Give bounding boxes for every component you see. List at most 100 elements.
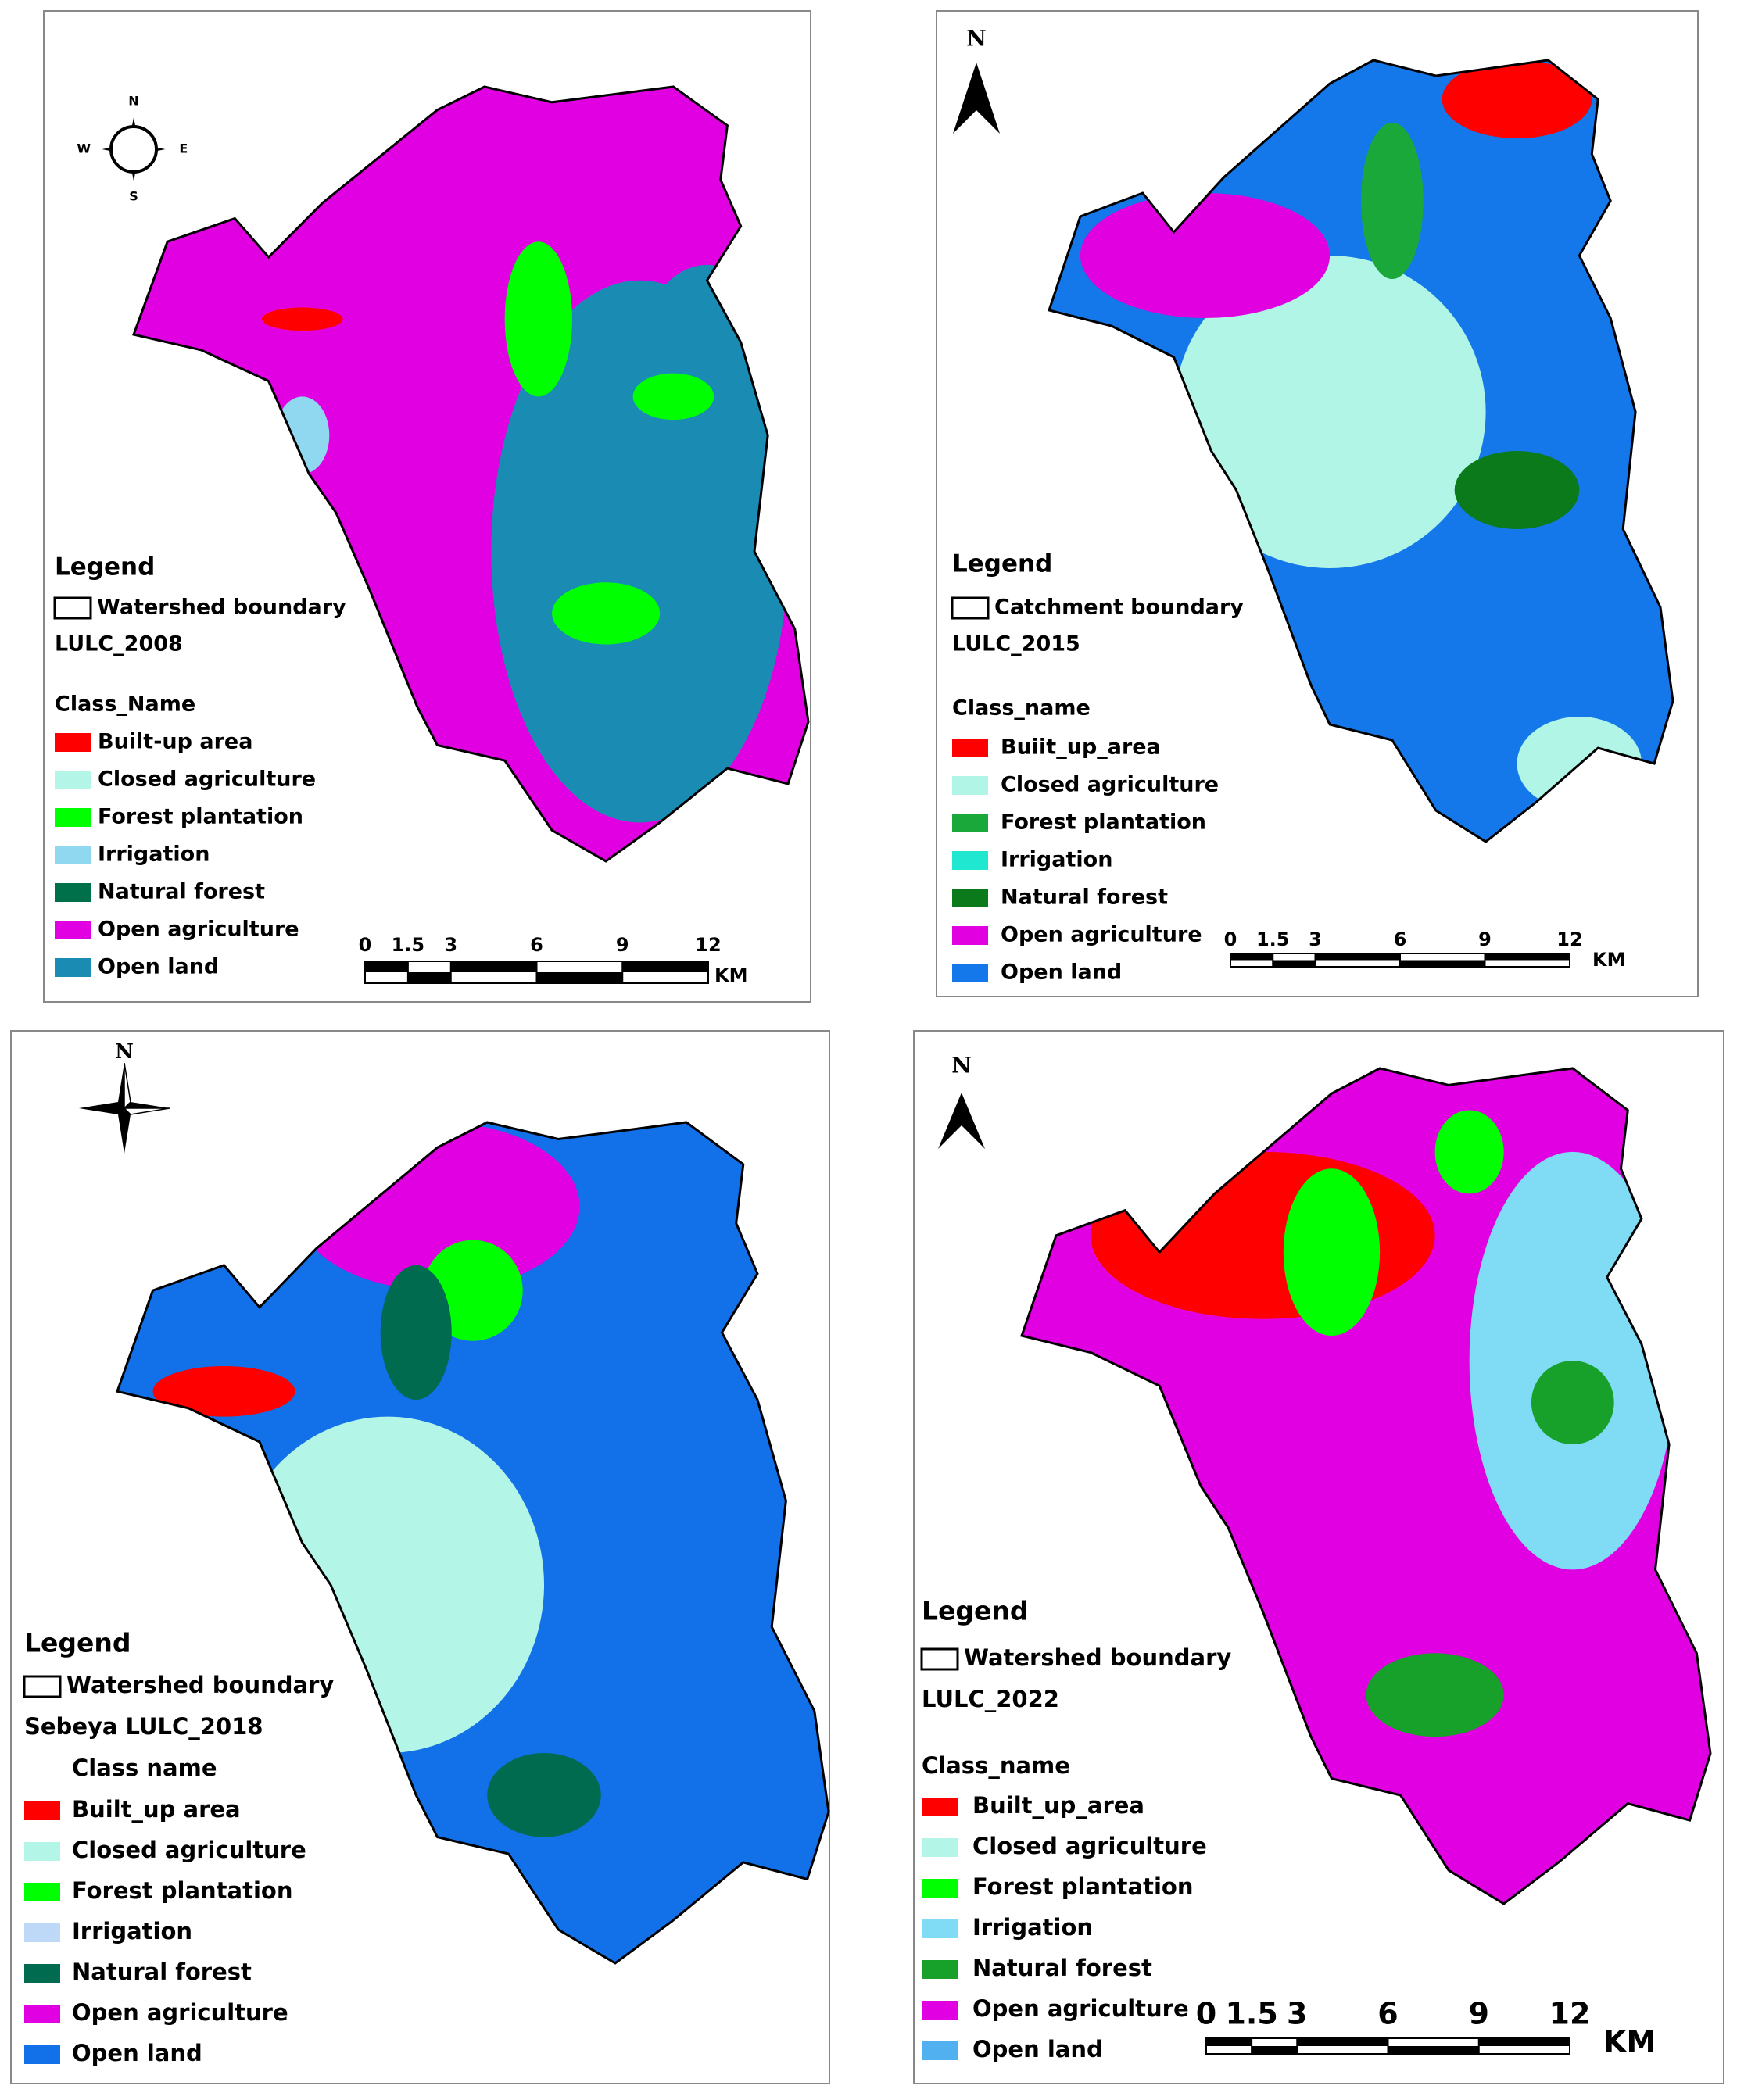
legend-swatch	[952, 739, 988, 757]
legend-label: Forest plantation	[972, 1873, 1193, 1900]
scale-bar-segment	[1273, 960, 1316, 967]
legend-title: Legend	[24, 1628, 131, 1658]
legend-label: Open land	[972, 2036, 1103, 2062]
scale-tick-label: 9	[1478, 928, 1492, 950]
legend-label: Natural forest	[972, 1955, 1152, 1981]
map-panel: Legend Watershed boundary LULC_2008 Class_N…	[43, 10, 811, 1003]
legend-swatch	[952, 926, 988, 945]
legend-label: Open agriculture	[972, 1995, 1189, 2022]
legend-title: Legend	[55, 553, 155, 581]
legend-label: Forest plantation	[72, 1877, 292, 1904]
legend-swatch	[55, 921, 91, 939]
legend-label: Open land	[98, 955, 219, 979]
compass-ring	[109, 125, 158, 174]
land-cover-patch	[1434, 1110, 1504, 1194]
scale-tick-label: 6	[530, 934, 543, 956]
map-panel: Legend Watershed boundary Sebeya LULC_2018…	[10, 1030, 830, 2084]
legend-swatch	[952, 814, 988, 832]
north-arrow	[938, 1093, 985, 1149]
legend-label: Closed agriculture	[72, 1837, 306, 1863]
legend-swatch	[55, 771, 91, 789]
legend-label: Open agriculture	[1001, 923, 1202, 947]
scale-bar-segment	[1230, 953, 1273, 961]
legend-swatch	[952, 776, 988, 795]
layer-label: LULC_2022	[922, 1686, 1059, 1712]
legend-label: Open land	[72, 2040, 202, 2066]
boundary-swatch	[951, 596, 990, 620]
class-header: Class_name	[952, 696, 1091, 721]
scale-tick-label: 0	[1196, 1997, 1216, 2031]
legend-label: Closed agriculture	[972, 1833, 1207, 1859]
legend-label: Closed agriculture	[1001, 773, 1219, 797]
compass-letter: N	[951, 1053, 972, 1079]
boundary-swatch	[920, 1647, 959, 1671]
legend-label: Irrigation	[98, 843, 210, 867]
legend-swatch	[922, 1879, 958, 1898]
scale-tick-label: 3	[1309, 928, 1322, 950]
land-cover-patch	[1283, 1168, 1381, 1336]
class-header: Class_Name	[55, 692, 195, 717]
class-header: Class name	[72, 1755, 217, 1781]
land-cover-patch	[261, 307, 343, 331]
scale-tick-label: 3	[444, 934, 457, 956]
land-cover-patch	[380, 1265, 452, 1401]
layer-label: LULC_2008	[55, 632, 183, 656]
legend-label: Closed agriculture	[98, 767, 316, 792]
legend-swatch	[55, 958, 91, 977]
boundary-label: Catchment boundary	[994, 596, 1244, 620]
compass-letter: N	[128, 94, 138, 109]
scale-unit: KM	[1592, 949, 1625, 971]
legend-swatch	[952, 964, 988, 982]
legend-label: Irrigation	[1001, 848, 1112, 872]
scale-tick-label: 1.5	[1225, 1997, 1277, 2031]
land-cover-patch	[1080, 193, 1331, 318]
scale-tick-label: 9	[616, 934, 629, 956]
boundary-label: Watershed boundary	[97, 596, 346, 620]
scale-bar-segment	[1297, 2038, 1388, 2046]
legend-label: Forest plantation	[1001, 810, 1206, 835]
legend-swatch	[55, 808, 91, 827]
boundary-swatch	[53, 596, 92, 620]
legend-swatch	[24, 1964, 60, 1983]
scale-bar-segment	[1315, 953, 1400, 961]
watershed-boundary	[1020, 1067, 1712, 1905]
legend-label: Open land	[1001, 961, 1122, 985]
legend-label: Buiit_up_area	[1001, 735, 1161, 760]
legend-label: Built_up_area	[972, 1792, 1144, 1819]
legend-swatch	[24, 1842, 60, 1861]
land-cover-patch	[1361, 123, 1424, 279]
watershed-boundary	[1048, 59, 1674, 843]
legend-label: Irrigation	[72, 1918, 192, 1944]
scale-bar-segment	[450, 961, 537, 972]
legend-swatch	[922, 2001, 958, 2020]
compass-letter: N	[115, 1040, 134, 1064]
scale-tick-label: 9	[1469, 1997, 1489, 2031]
legend-title: Legend	[922, 1596, 1029, 1626]
legend-swatch	[952, 889, 988, 907]
legend-swatch	[922, 1838, 958, 1857]
scale-tick-label: 12	[1549, 1997, 1591, 2031]
scale-tick-label: 1.5	[392, 934, 425, 956]
legend-swatch	[952, 851, 988, 870]
map-panel: Legend Catchment boundary LULC_2015 Class_n…	[936, 10, 1699, 997]
legend-swatch	[922, 1798, 958, 1816]
scale-tick-label: 6	[1394, 928, 1407, 950]
boundary-swatch	[23, 1675, 62, 1698]
compass-star-light	[123, 1062, 170, 1115]
legend-swatch	[55, 883, 91, 902]
layer-label: LULC_2015	[952, 632, 1080, 656]
land-cover-patch	[487, 1753, 601, 1837]
scale-tick-label: 0	[359, 934, 372, 956]
legend-label: Built-up area	[98, 730, 252, 754]
scale-bar-segment	[1252, 2046, 1298, 2054]
compass-letter: W	[77, 141, 91, 156]
scale-tick-label: 1.5	[1256, 928, 1290, 950]
land-cover-patch	[1531, 1361, 1614, 1445]
scale-unit: KM	[1603, 2025, 1656, 2059]
legend-swatch	[24, 1801, 60, 1820]
legend-swatch	[24, 1883, 60, 1901]
scale-tick-label: 0	[1224, 928, 1237, 950]
legend-label: Open agriculture	[72, 1999, 288, 2026]
watershed-boundary	[116, 1121, 830, 1965]
